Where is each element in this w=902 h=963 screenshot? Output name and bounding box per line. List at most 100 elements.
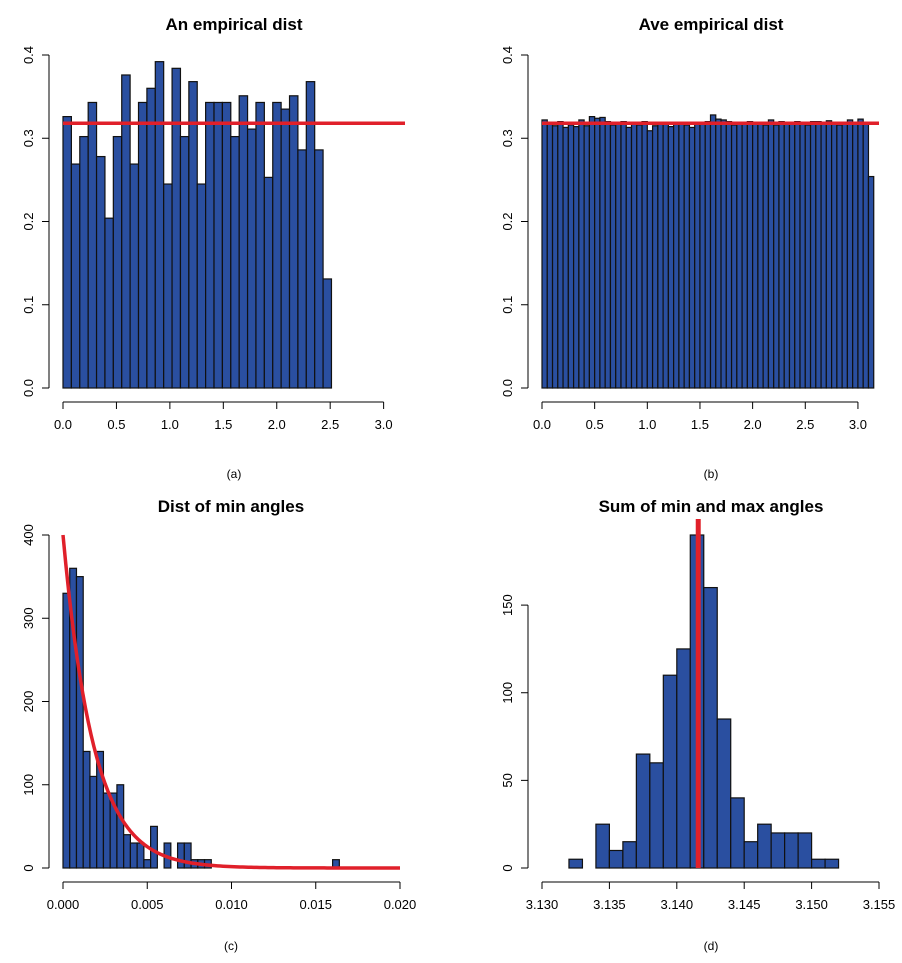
panel-b-x-axis: 0.0 0.5 1.0 1.5 2.0 2.5 3.0 — [533, 401, 867, 432]
histogram-bar — [725, 120, 733, 389]
panel-a-y-axis: 0.0 0.1 0.2 0.3 0.4 — [21, 46, 50, 397]
histogram-bar — [183, 842, 192, 869]
histogram-bar — [862, 121, 870, 389]
histogram-bar — [809, 120, 817, 389]
x-tick-label: 0.005 — [131, 897, 164, 912]
panel-c-caption: (c) — [224, 939, 238, 953]
histogram-bar — [770, 832, 786, 869]
histogram-bar — [794, 120, 801, 389]
x-tick-label: 0.010 — [215, 897, 248, 912]
histogram-bar — [622, 841, 637, 869]
y-tick-label: 100 — [500, 682, 515, 704]
y-tick-label: 400 — [21, 524, 36, 546]
histogram-bar — [89, 775, 98, 869]
histogram-bar — [704, 120, 712, 389]
histogram-bar — [314, 149, 324, 389]
histogram-bar — [784, 832, 799, 869]
x-tick-label: 1.0 — [161, 417, 179, 432]
histogram-bar — [625, 126, 633, 389]
histogram-bar — [773, 124, 780, 389]
histogram-bar — [305, 81, 316, 389]
histogram-bar — [797, 832, 813, 869]
exponential-density-curve — [61, 534, 400, 870]
histogram-bar — [75, 576, 84, 869]
y-tick-label: 0.2 — [500, 212, 515, 230]
histogram-bar — [841, 122, 849, 389]
histogram-bar — [657, 121, 664, 389]
histogram-bar — [778, 120, 785, 389]
panel-a: An empirical dist 0.0 0.5 1.0 1.5 2.0 2.5 3.0 … — [21, 15, 405, 481]
histogram-bar — [825, 120, 833, 389]
y-tick-label: 0.1 — [500, 296, 515, 314]
histogram-bar — [730, 797, 745, 869]
histogram-bar — [546, 123, 554, 389]
histogram-bar — [688, 126, 696, 389]
y-tick-label: 0 — [21, 864, 36, 871]
histogram-bar — [594, 117, 601, 389]
x-tick-label: 0.0 — [54, 417, 72, 432]
histogram-bar — [662, 122, 669, 389]
histogram-bar — [804, 124, 812, 389]
histogram-bar — [746, 120, 754, 389]
histogram-bar — [143, 859, 152, 869]
histogram-bar — [541, 119, 548, 389]
histogram-bar — [635, 753, 651, 869]
histogram-bar — [662, 674, 678, 869]
histogram-bar — [578, 119, 585, 389]
x-tick-label: 3.0 — [375, 417, 393, 432]
panel-a-x-axis: 0.0 0.5 1.0 1.5 2.0 2.5 3.0 — [54, 401, 393, 432]
histogram-bar — [112, 135, 123, 389]
histogram-bar — [609, 124, 617, 389]
panel-b-caption: (b) — [704, 467, 719, 481]
x-tick-label: 3.145 — [728, 897, 761, 912]
panel-d-caption: (d) — [704, 939, 719, 953]
histogram-bar — [179, 135, 190, 389]
histogram-bar — [146, 87, 156, 389]
histogram-bar — [646, 130, 654, 389]
histogram-bar — [123, 834, 132, 869]
histogram-bar — [263, 176, 274, 389]
histogram-bar — [104, 217, 114, 389]
histogram-bar — [567, 124, 575, 389]
histogram-bar — [171, 67, 182, 389]
x-tick-label: 0.020 — [384, 897, 417, 912]
histogram-bar — [62, 116, 72, 389]
histogram-bar — [87, 101, 98, 389]
x-tick-label: 1.5 — [214, 417, 232, 432]
x-tick-label: 2.0 — [744, 417, 762, 432]
histogram-bar — [757, 823, 772, 869]
histogram-bar — [720, 119, 727, 389]
panel-a-bars — [62, 61, 333, 389]
histogram-bar — [238, 95, 249, 389]
histogram-bar — [102, 792, 111, 869]
histogram-bar — [221, 101, 232, 389]
histogram-bar — [95, 155, 106, 389]
y-tick-label: 200 — [21, 691, 36, 713]
histogram-bar — [136, 842, 145, 869]
histogram-bar — [683, 124, 691, 389]
y-tick-label: 0.1 — [21, 296, 36, 314]
histogram-bar — [551, 125, 559, 389]
histogram-bar — [116, 784, 125, 869]
panel-b: Ave empirical dist 0.0 0.5 1.0 1.5 2.0 2.5 3.0… — [500, 15, 879, 481]
histogram-bar — [196, 183, 207, 389]
panel-a-title: An empirical dist — [166, 15, 303, 34]
histogram-bar — [230, 135, 240, 389]
x-tick-label: 0.0 — [533, 417, 551, 432]
x-tick-label: 2.5 — [796, 417, 814, 432]
histogram-bar — [743, 841, 759, 869]
x-tick-label: 0.5 — [107, 417, 125, 432]
histogram-bar — [667, 125, 675, 389]
histogram-bar — [572, 125, 580, 389]
panel-c-x-axis: 0.000 0.005 0.010 0.015 0.020 — [47, 881, 417, 912]
histogram-bar — [741, 123, 748, 389]
y-tick-label: 0 — [500, 864, 515, 871]
panel-d-title: Sum of min and max angles — [599, 497, 824, 516]
histogram-bar — [188, 81, 198, 389]
x-tick-label: 3.130 — [526, 897, 559, 912]
histogram-bar — [288, 95, 299, 389]
histogram-bar — [163, 183, 173, 389]
histogram-bar — [620, 120, 627, 389]
histogram-bar — [641, 120, 648, 389]
